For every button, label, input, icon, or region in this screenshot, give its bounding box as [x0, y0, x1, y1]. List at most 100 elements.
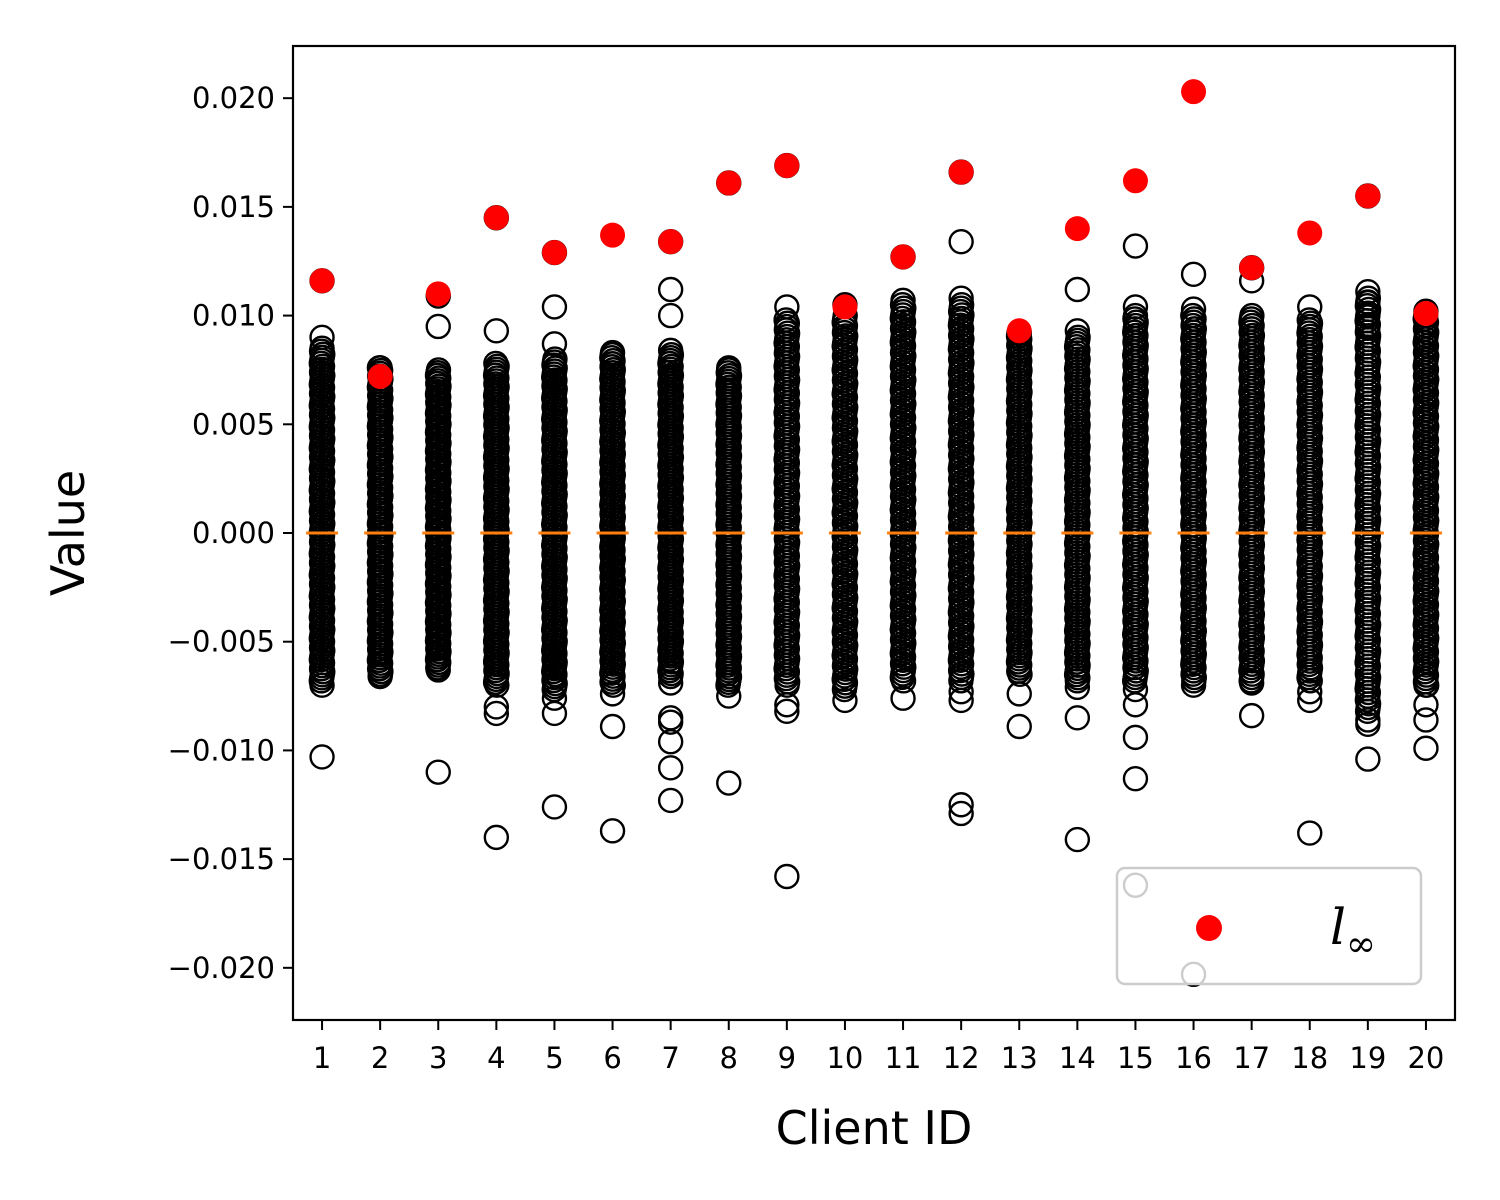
linf-point	[1064, 216, 1090, 242]
linf-point	[1239, 255, 1265, 281]
outlier-point	[1064, 826, 1091, 853]
outlier-point	[832, 687, 858, 714]
linf-point	[1181, 79, 1207, 105]
linf-point	[483, 205, 509, 231]
outlier-point	[948, 285, 974, 311]
outlier-point	[948, 687, 974, 714]
linf-point	[832, 294, 858, 320]
y-axis-ticks: 0.020 0.015 0.010 0.005 0.000 −0.005 −0.010 −0.…	[168, 81, 293, 985]
client-1-points	[308, 268, 336, 770]
outlier-point	[1238, 670, 1265, 696]
x-tick-label: 9	[778, 1041, 796, 1075]
linf-point	[1355, 183, 1381, 209]
y-tick-label: 0.000	[192, 516, 275, 550]
client-16-points	[1180, 261, 1208, 988]
outlier-point	[657, 755, 684, 781]
x-tick-label: 20	[1407, 1041, 1444, 1075]
outlier-point	[483, 318, 510, 344]
client-3-points	[424, 283, 452, 785]
outlier-point	[1122, 676, 1149, 703]
outlier-point	[1122, 692, 1149, 718]
outlier-point	[948, 228, 974, 255]
client-15-points	[1121, 233, 1149, 898]
y-tick-label: −0.010	[168, 733, 275, 767]
y-tick-label: 0.005	[192, 407, 275, 441]
data-point	[309, 335, 335, 361]
x-tick-label: 17	[1233, 1041, 1270, 1075]
linf-point	[600, 222, 626, 248]
outlier-point	[309, 324, 335, 351]
outlier-point	[1355, 313, 1381, 340]
client-13-points	[1005, 320, 1033, 740]
x-tick-label: 14	[1059, 1041, 1096, 1075]
outlier-point	[1413, 735, 1439, 761]
client-5-points	[541, 239, 568, 820]
linf-point	[1297, 220, 1323, 246]
outlier-point	[425, 759, 451, 785]
data-point	[773, 307, 799, 333]
linf-point	[658, 229, 684, 255]
outlier-point	[1064, 276, 1091, 303]
x-tick-label: 8	[720, 1041, 738, 1075]
outlier-point	[1006, 713, 1032, 740]
outlier-point	[716, 355, 742, 381]
linf-point	[890, 244, 916, 270]
outlier-point	[1122, 724, 1149, 751]
client-9-points	[773, 152, 801, 890]
data-point	[425, 357, 452, 383]
outlier-point	[716, 770, 742, 796]
outlier-point	[1297, 294, 1323, 320]
linf-point	[716, 170, 742, 196]
outlier-point	[774, 692, 800, 718]
y-tick-label: 0.010	[192, 299, 275, 333]
outlier-point	[657, 709, 684, 735]
outlier-point	[948, 792, 974, 818]
linf-point	[309, 268, 335, 294]
outlier-point	[1238, 702, 1265, 729]
outlier-point	[541, 331, 568, 357]
outlier-point	[599, 681, 626, 707]
outlier-point	[890, 287, 916, 314]
outlier-point	[541, 794, 568, 820]
x-tick-label: 19	[1349, 1041, 1386, 1075]
x-tick-label: 13	[1001, 1041, 1038, 1075]
outlier-point	[1297, 820, 1323, 846]
legend: l∞	[1115, 866, 1423, 986]
outlier-point	[1355, 746, 1381, 772]
legend-box	[1115, 866, 1423, 986]
outlier-point	[1064, 318, 1091, 344]
outlier-point	[309, 672, 335, 698]
outlier-point	[1122, 233, 1149, 259]
data-point	[483, 350, 509, 377]
x-tick-label: 16	[1175, 1041, 1212, 1075]
data-points	[308, 152, 1440, 988]
y-tick-label: −0.015	[168, 842, 275, 876]
outlier-point	[657, 337, 684, 364]
client-2-points	[366, 355, 394, 690]
x-tick-label: 18	[1291, 1041, 1328, 1075]
outlier-point	[1180, 296, 1207, 322]
outlier-point	[1355, 302, 1381, 329]
outlier-point	[425, 657, 451, 683]
linf-point	[541, 240, 567, 266]
x-tick-label: 12	[943, 1041, 980, 1075]
outlier-point	[1180, 261, 1207, 287]
linf-point	[948, 159, 974, 185]
outlier-point	[1064, 674, 1091, 701]
y-axis-label: Value	[41, 470, 95, 596]
linf-point	[367, 363, 393, 389]
x-tick-label: 2	[371, 1041, 389, 1075]
x-tick-label: 15	[1117, 1041, 1154, 1075]
outlier-point	[774, 698, 800, 724]
outlier-point	[948, 679, 974, 705]
outlier-point	[774, 863, 800, 890]
outlier-point	[1122, 294, 1149, 320]
data-point	[1122, 302, 1149, 329]
outlier-point	[716, 683, 742, 709]
x-tick-label: 11	[885, 1041, 922, 1075]
outlier-point	[541, 700, 568, 727]
y-tick-label: −0.005	[168, 625, 275, 659]
y-tick-label: 0.015	[192, 190, 275, 224]
outlier-point	[541, 685, 568, 711]
